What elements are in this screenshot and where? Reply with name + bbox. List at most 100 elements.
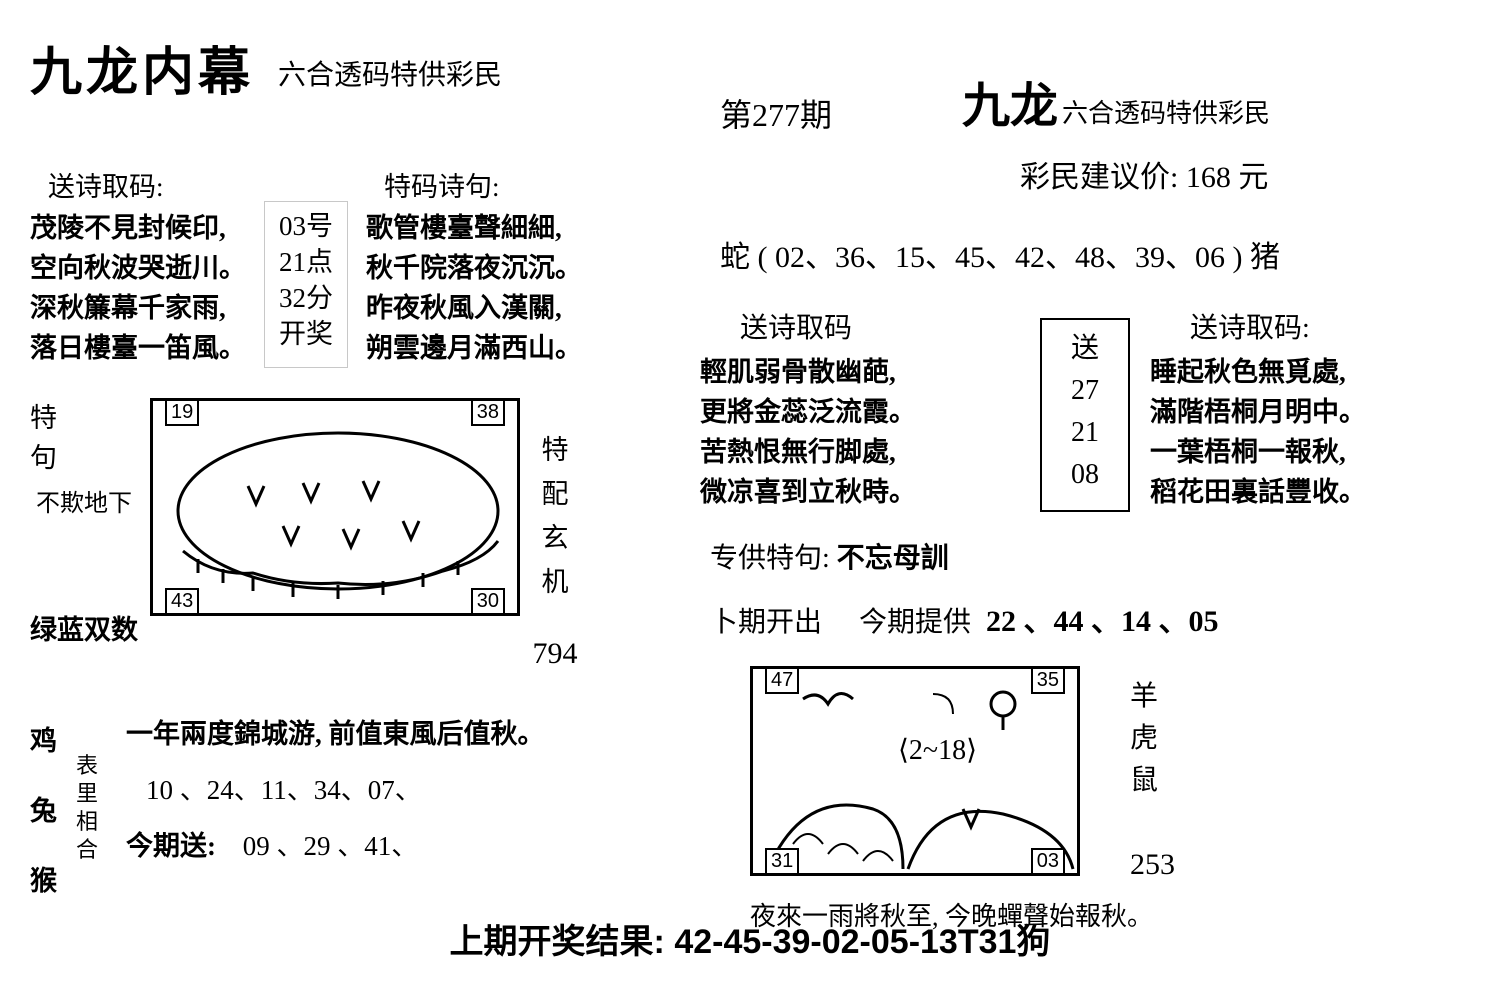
- side-bottom: 绿蓝双数: [30, 610, 150, 650]
- song-line: 21: [1042, 412, 1128, 454]
- poem-row-right: 送诗取码 輕肌弱骨散幽葩, 更將金蕊泛流霞。 苦熱恨無行脚處, 微凉喜到立秋時。…: [700, 306, 1470, 512]
- poem2-line: 昨夜秋風入漢關,: [366, 288, 582, 328]
- row-nums: 10 、24、11、34、07、: [146, 762, 670, 818]
- bottom-text: 一年兩度錦城游, 前值東風后值秋。 10 、24、11、34、07、 今期送: …: [106, 706, 670, 916]
- zodiac2: 鼠: [1130, 760, 1175, 802]
- il1: 里: [76, 780, 106, 808]
- svg-text:⟨2~18⟩: ⟨2~18⟩: [898, 735, 977, 766]
- song-line: 27: [1042, 370, 1128, 412]
- poem-block-2: 特码诗句: 歌管樓臺聲細細, 秋千院落夜沉沉。 昨夜秋風入漢關, 朔雲邊月滿西山…: [366, 165, 582, 368]
- poem1-head: 送诗取码:: [48, 165, 246, 204]
- brand-right-sub: 六合透码特供彩民: [1062, 99, 1270, 128]
- corner-tl: 19: [165, 399, 199, 426]
- sketch-1-icon: [153, 401, 523, 619]
- special-text: 不忘母訓: [837, 543, 949, 574]
- left-panel: 九龙内幕 六合透码特供彩民 送诗取码: 茂陵不見封候印, 空向秋波哭逝川。 深秋…: [30, 30, 670, 916]
- poem2-line: 朔雲邊月滿西山。: [366, 328, 582, 368]
- zodiac2: 虎: [1130, 718, 1175, 760]
- poem-block-1: 送诗取码: 茂陵不見封候印, 空向秋波哭逝川。 深秋簾幕千家雨, 落日樓臺一笛風…: [30, 165, 246, 368]
- poem-col-l: 送诗取码 輕肌弱骨散幽葩, 更將金蕊泛流霞。 苦熱恨無行脚處, 微凉喜到立秋時。: [700, 306, 1020, 512]
- bottom-poem: 一年兩度錦城游, 前值東風后值秋。: [126, 706, 670, 762]
- poemL-line: 微凉喜到立秋時。: [700, 472, 1020, 512]
- zodiac: 猴: [30, 846, 70, 916]
- side-top: 特 句: [30, 398, 150, 478]
- side-col-left: 特 句 不欺地下 绿蓝双数: [30, 398, 150, 650]
- page: 九龙内幕 六合透码特供彩民 送诗取码: 茂陵不見封候印, 空向秋波哭逝川。 深秋…: [0, 0, 1500, 987]
- poemR-line: 一葉梧桐一報秋,: [1150, 432, 1470, 472]
- lotto-line: 开奖: [279, 316, 333, 352]
- poem1-line: 空向秋波哭逝川。: [30, 248, 246, 288]
- zodiac2: 羊: [1130, 676, 1175, 718]
- curr-nums: 22 、44 、14 、05: [986, 605, 1219, 638]
- sr3: 机: [520, 560, 590, 604]
- zodiac: 兔: [30, 776, 70, 846]
- issue-number: 第277期: [720, 90, 832, 136]
- poem1-line: 落日樓臺一笛風。: [30, 328, 246, 368]
- corner-tr: 38: [471, 399, 505, 426]
- c2-br: 03: [1031, 848, 1065, 875]
- c2-bl: 31: [765, 848, 799, 875]
- lotto-line: 21点: [279, 244, 333, 280]
- title-main: 九龙内幕: [30, 45, 254, 102]
- price-line: 彩民建议价: 168 元: [1020, 152, 1470, 196]
- poem2-line: 秋千院落夜沉沉。: [366, 248, 582, 288]
- send-row: 今期送: 09 、29 、41、: [126, 818, 670, 874]
- poemR-head: 送诗取码:: [1190, 306, 1470, 346]
- poem-col-r: 送诗取码: 睡起秋色無覓處, 滿階梧桐月明中。 一葉梧桐一報秋, 稻花田裏話豐收…: [1150, 306, 1470, 512]
- lotto-line: 32分: [279, 280, 333, 316]
- lotto-line: 03号: [279, 208, 333, 244]
- header-left: 九龙内幕 六合透码特供彩民: [30, 30, 670, 105]
- poemL-line: 更將金蕊泛流霞。: [700, 392, 1020, 432]
- right-panel: 第277期 九龙 六合透码特供彩民 彩民建议价: 168 元 蛇 ( 02、36…: [700, 40, 1470, 933]
- side-mid: 不欺地下: [36, 484, 150, 524]
- right-image-row: 47 35 31 03 ⟨2~18⟩ 羊 虎: [700, 666, 1470, 882]
- zodiac: 鸡: [30, 706, 70, 776]
- title-sub: 六合透码特供彩民: [278, 60, 502, 91]
- sr1: 配: [520, 472, 590, 516]
- animal-number-line: 蛇 ( 02、36、15、45、42、48、39、06 ) 猪: [720, 232, 1470, 276]
- previous-result: 上期开奖结果: 42-45-39-02-05-13T31狗: [0, 914, 1500, 963]
- song-box: 送 27 21 08: [1040, 318, 1130, 512]
- il2: 相: [76, 808, 106, 836]
- poemL-line: 苦熱恨無行脚處,: [700, 432, 1020, 472]
- number-253: 253: [1130, 848, 1175, 882]
- poem-row-left: 送诗取码: 茂陵不見封候印, 空向秋波哭逝川。 深秋簾幕千家雨, 落日樓臺一笛風…: [30, 165, 670, 368]
- poemR-line: 睡起秋色無覓處,: [1150, 352, 1470, 392]
- sr2: 玄: [520, 516, 590, 560]
- sr0: 特: [520, 428, 590, 472]
- illustration-1: 19 38 43 30: [150, 398, 520, 616]
- number-794: 794: [520, 632, 590, 676]
- curr-label: 今期提供: [859, 607, 971, 638]
- poem2-line: 歌管樓臺聲細細,: [366, 208, 582, 248]
- bottom-block: 鸡 兔 猴 表 里 相 合 一年兩度錦城游, 前值東風后值秋。 10 、24、1…: [30, 706, 670, 916]
- side-col-right: 特 配 玄 机 794: [520, 398, 590, 676]
- poemR-line: 滿階梧桐月明中。: [1150, 392, 1470, 432]
- song-line: 送: [1042, 328, 1128, 370]
- provide-line: 卜期开出 今期提供 22 、44 、14 、05: [710, 596, 1470, 640]
- corner-bl: 43: [165, 588, 199, 615]
- poemL-line: 輕肌弱骨散幽葩,: [700, 352, 1020, 392]
- poem1-line: 茂陵不見封候印,: [30, 208, 246, 248]
- il3: 合: [76, 836, 106, 864]
- lotto-box: 03号 21点 32分 开奖: [264, 201, 348, 368]
- send-label: 今期送:: [126, 831, 216, 861]
- illustration-2: 47 35 31 03 ⟨2~18⟩: [750, 666, 1080, 876]
- song-line: 08: [1042, 454, 1128, 496]
- brand-right: 九龙: [962, 80, 1058, 133]
- special-line: 专供特句: 不忘母訓: [710, 536, 1470, 576]
- il0: 表: [76, 752, 106, 780]
- prev-label: 卜期开出: [710, 607, 822, 638]
- send-nums: 09 、29 、41、: [243, 831, 419, 861]
- poem2-head: 特码诗句:: [384, 165, 582, 204]
- zodiac-col: 鸡 兔 猴: [30, 706, 70, 916]
- c2-tl: 47: [765, 667, 799, 694]
- poemL-head: 送诗取码: [740, 306, 1020, 346]
- right-side-info: 羊 虎 鼠 253: [1080, 666, 1175, 882]
- poem1-line: 深秋簾幕千家雨,: [30, 288, 246, 328]
- poemR-line: 稻花田裏話豐收。: [1150, 472, 1470, 512]
- special-label: 专供特句:: [710, 543, 830, 574]
- c2-tr: 35: [1031, 667, 1065, 694]
- mid-row-left: 特 句 不欺地下 绿蓝双数 19 38 43 30 特 配: [30, 398, 670, 676]
- inner-label: 表 里 相 合: [76, 752, 106, 916]
- corner-br: 30: [471, 588, 505, 615]
